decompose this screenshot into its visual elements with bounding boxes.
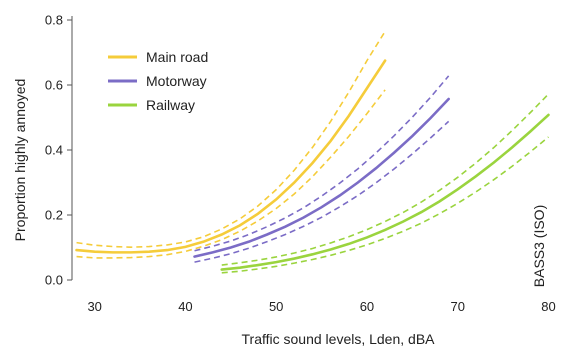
main-road-upper-ci bbox=[76, 30, 386, 248]
x-tick-label: 40 bbox=[178, 299, 192, 314]
x-tick-label: 30 bbox=[87, 299, 101, 314]
motorway-upper-ci bbox=[194, 75, 450, 252]
y-tick-label: 0.0 bbox=[45, 273, 63, 288]
bass3-annotation: BASS3 (ISO) bbox=[531, 205, 547, 287]
x-tick-label: 70 bbox=[450, 299, 464, 314]
legend-label-main-road: Main road bbox=[146, 49, 208, 65]
railway-upper-ci bbox=[221, 93, 550, 266]
legend-label-railway: Railway bbox=[146, 97, 195, 113]
main-road-line bbox=[75, 59, 387, 254]
y-tick-label: 0.6 bbox=[45, 78, 63, 93]
motorway-lower-ci bbox=[194, 120, 450, 263]
y-tick-label: 0.8 bbox=[45, 13, 63, 28]
series-lines bbox=[75, 59, 550, 271]
x-axis-label: Traffic sound levels, Lden, dBA bbox=[242, 331, 436, 347]
legend: Main road Motorway Railway bbox=[108, 49, 208, 113]
y-axis-label: Proportion highly annoyed bbox=[12, 79, 28, 242]
y-tick-label: 0.2 bbox=[45, 208, 63, 223]
x-tick-label: 60 bbox=[360, 299, 374, 314]
axes: 0.0 0.2 0.4 0.6 0.8 30 40 50 60 70 80 bbox=[45, 13, 556, 315]
main-road-lower-ci bbox=[76, 89, 386, 259]
railway-line bbox=[220, 113, 550, 271]
legend-label-motorway: Motorway bbox=[146, 73, 207, 89]
railway-lower-ci bbox=[221, 136, 549, 274]
motorway-line bbox=[193, 97, 450, 258]
x-tick-label: 80 bbox=[541, 299, 555, 314]
y-tick-label: 0.4 bbox=[45, 143, 63, 158]
confidence-bands bbox=[76, 30, 550, 274]
x-tick-label: 50 bbox=[269, 299, 283, 314]
